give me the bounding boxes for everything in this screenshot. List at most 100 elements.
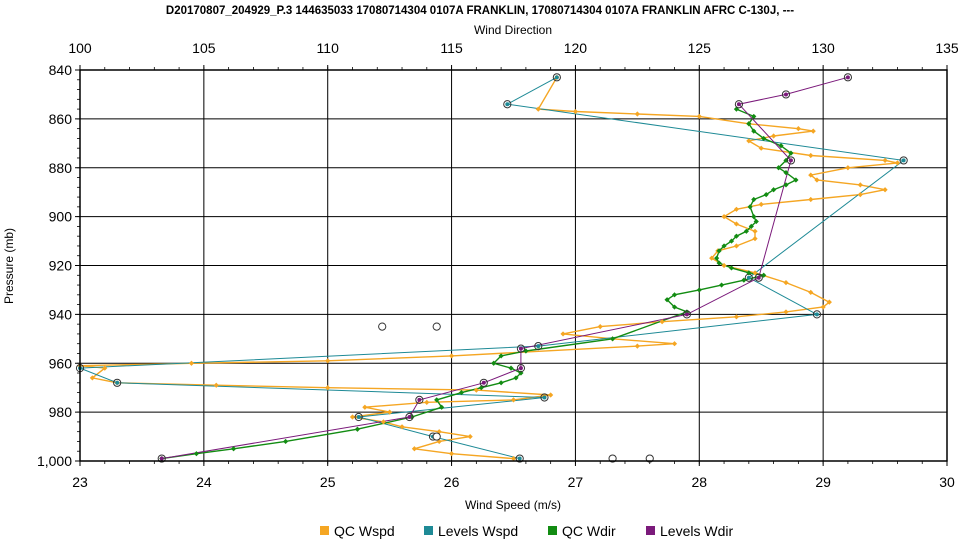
top-tick-label: 135 <box>935 40 959 56</box>
point-qc-wspd <box>752 270 758 276</box>
top-tick-label: 100 <box>68 40 92 56</box>
point-qc-wdir <box>696 287 702 293</box>
y-tick-label: 900 <box>49 209 73 225</box>
point-qc-wspd <box>424 399 430 405</box>
point-levels-wspd-ring <box>515 454 524 463</box>
point-levels-wdir-ring <box>734 100 744 109</box>
point-qc-wspd <box>597 323 603 330</box>
bottom-tick-label: 23 <box>72 474 88 490</box>
point-levels-wspd <box>746 275 751 280</box>
point-levels-wdir <box>736 102 741 107</box>
point-qc-wdir <box>748 223 754 229</box>
point-qc-wspd <box>102 365 108 371</box>
point-levels-wdir-ring <box>516 344 526 353</box>
point-qc-wspd <box>362 404 368 410</box>
point-qc-wdir <box>684 309 690 315</box>
point-levels-wdir-ring <box>516 364 526 373</box>
point-levels-wspd-ring <box>503 100 512 109</box>
point-qc-wdir <box>747 204 753 210</box>
point-qc-wdir <box>671 304 678 310</box>
bottom-tick-label: 24 <box>196 474 212 490</box>
point-qc-wspd <box>188 360 195 366</box>
point-qc-wdir <box>741 277 747 283</box>
y-tick-label: 840 <box>49 62 73 78</box>
extra-point <box>378 322 387 331</box>
legend-label-qc-wdir: QC Wdir <box>562 523 616 539</box>
point-qc-wdir <box>508 365 514 371</box>
legend: QC Wspd Levels Wspd QC Wdir Levels Wdir <box>320 523 733 539</box>
point-levels-wdir-ring <box>781 90 791 99</box>
point-qc-wspd <box>634 343 640 349</box>
point-qc-wspd <box>349 414 356 420</box>
series-layer <box>75 73 908 463</box>
point-qc-wdir <box>788 150 794 156</box>
point-qc-wdir <box>728 265 735 271</box>
point-qc-wspd <box>814 177 820 183</box>
point-levels-wdir <box>756 275 761 280</box>
point-levels-wdir-ring <box>754 273 763 282</box>
top-tick-label: 115 <box>440 40 463 56</box>
point-qc-wspd <box>795 126 801 132</box>
point-qc-wspd <box>721 214 727 220</box>
point-levels-wspd-ring <box>552 73 561 82</box>
point-qc-wdir <box>518 370 524 376</box>
point-qc-wdir <box>498 380 504 386</box>
point-levels-wdir <box>417 397 422 402</box>
point-qc-wspd <box>325 385 331 391</box>
point-qc-wspd <box>771 133 777 139</box>
legend-swatch-levels-wdir <box>646 526 655 535</box>
point-qc-wspd <box>752 236 758 242</box>
point-levels-wdir-ring <box>786 156 796 165</box>
top-tick-label: 105 <box>192 40 216 56</box>
point-qc-wdir <box>771 187 777 193</box>
point-levels-wspd <box>517 456 522 461</box>
point-qc-wspd <box>572 108 579 115</box>
point-qc-wspd <box>758 145 764 151</box>
point-qc-wspd <box>857 182 863 188</box>
bottom-axis-label: Wind Speed (m/s) <box>465 498 561 512</box>
point-qc-wspd <box>473 387 479 393</box>
point-qc-wspd <box>634 111 640 117</box>
top-axis-label: Wind Direction <box>474 23 552 37</box>
point-qc-wdir <box>783 170 789 176</box>
point-qc-wspd <box>733 206 740 212</box>
point-qc-wdir <box>439 404 445 410</box>
point-levels-wdir <box>481 380 486 385</box>
point-levels-wspd-ring <box>899 156 908 165</box>
top-tick-label: 110 <box>317 40 340 56</box>
point-levels-wdir <box>845 75 850 80</box>
point-qc-wspd <box>387 409 393 415</box>
point-qc-wdir <box>793 177 799 183</box>
point-qc-wspd <box>882 187 888 193</box>
point-qc-wspd <box>783 280 789 286</box>
point-qc-wdir <box>193 451 200 457</box>
point-qc-wdir <box>716 260 722 266</box>
y-tick-label: 1,000 <box>37 453 72 469</box>
point-qc-wdir <box>775 165 782 171</box>
point-qc-wspd <box>752 228 758 234</box>
point-levels-wdir <box>783 92 788 97</box>
point-qc-wdir <box>728 238 735 244</box>
y-tick-label: 920 <box>49 258 73 274</box>
y-axis-label: Pressure (mb) <box>2 228 16 304</box>
point-qc-wdir <box>718 282 725 288</box>
point-levels-wdir-ring <box>682 310 692 319</box>
point-levels-wspd <box>542 395 547 400</box>
point-qc-wdir <box>671 292 678 298</box>
point-levels-wspd-ring <box>534 342 543 351</box>
point-qc-wdir <box>434 397 440 403</box>
y-tick-label: 980 <box>49 404 73 420</box>
point-qc-wdir <box>761 272 767 278</box>
point-qc-wspd <box>671 341 678 347</box>
chart-title: D20170807_204929_P.3 144635033 170807143… <box>166 5 794 17</box>
point-qc-wdir <box>513 375 519 381</box>
legend-swatch-levels-wspd <box>424 526 433 535</box>
point-qc-wdir <box>751 128 757 134</box>
point-qc-wdir <box>609 336 616 342</box>
legend-swatch-qc-wdir <box>548 526 557 535</box>
point-qc-wspd <box>436 438 442 445</box>
plot-border <box>79 69 948 462</box>
point-qc-wspd <box>808 152 814 159</box>
bottom-tick-label: 26 <box>444 474 460 490</box>
